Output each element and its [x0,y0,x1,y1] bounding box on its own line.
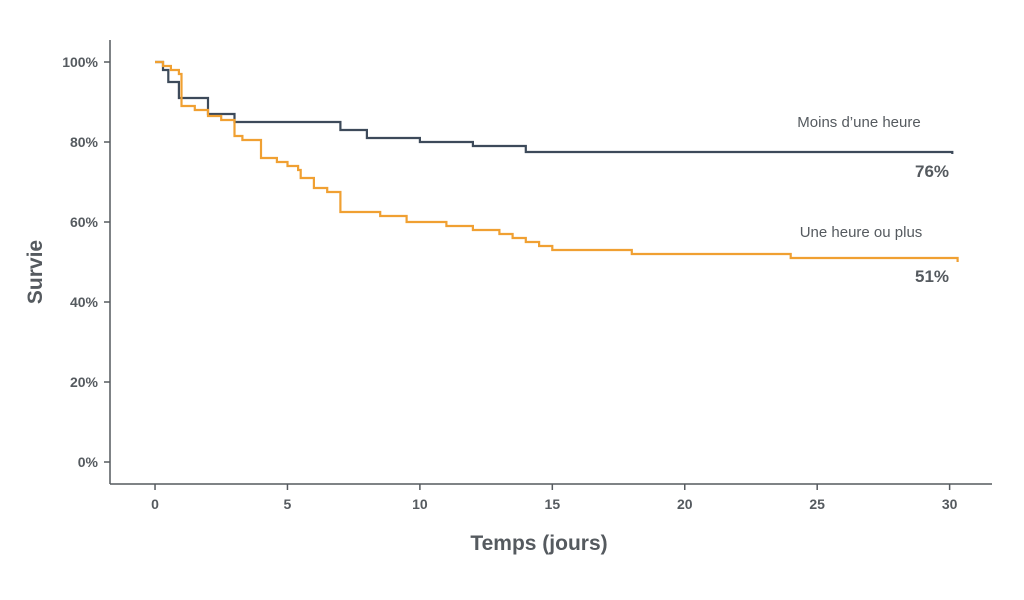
y-tick-label: 0% [78,454,99,470]
x-axis-title: Temps (jours) [470,532,607,555]
y-tick-label: 20% [70,374,99,390]
series-line-1 [155,60,954,154]
x-tick-label: 10 [412,496,428,512]
y-tick-label: 100% [62,54,98,70]
y-axis: 0% 20% 40% 60% 80% 100% [62,40,111,484]
y-axis-title: Survie [24,240,47,304]
x-axis: 0 5 10 15 20 25 30 [110,483,992,512]
x-tick-label: 20 [677,496,693,512]
series-label-hour-or-more: Une heure ou plus [800,224,923,241]
series-lines [155,60,959,262]
x-tick-label: 30 [942,496,958,512]
x-tick-label: 15 [545,496,561,512]
y-tick-label: 80% [70,134,99,150]
y-tick-label: 40% [70,294,99,310]
series-label-less-than-hour: Moins d’une heure [797,114,920,131]
x-tick-label: 0 [151,496,159,512]
end-value-hour-or-more: 51% [915,267,949,286]
y-tick-label: 60% [70,214,99,230]
x-tick-label: 25 [809,496,825,512]
x-tick-label: 5 [284,496,292,512]
series-line-2 [155,60,959,262]
end-value-less-than-hour: 76% [915,162,949,181]
